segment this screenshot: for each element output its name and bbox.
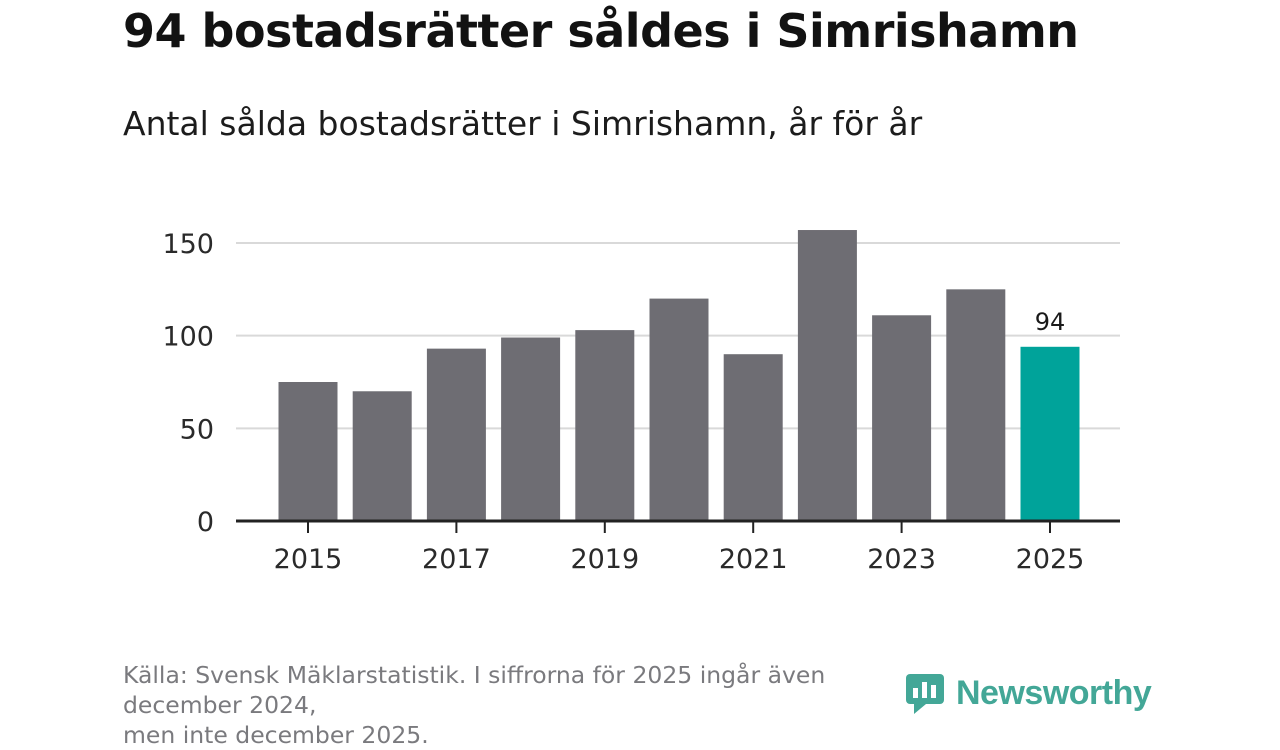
chart-title: 94 bostadsrätter såldes i Simrishamn: [123, 4, 1079, 58]
source-line-2: men inte december 2025.: [123, 721, 429, 749]
bars: [278, 230, 1080, 521]
axes: [236, 519, 1120, 533]
y-tick-label: 0: [197, 507, 214, 538]
source-line-1: Källa: Svensk Mäklarstatistik. I siffror…: [123, 661, 826, 719]
bar-2022: [797, 230, 857, 521]
labels: 0 50 100 150 94 2015 2017 2019 2021 2023 2025: [162, 229, 1084, 575]
x-tick-label: 2017: [422, 544, 491, 575]
y-tick-label: 100: [162, 322, 214, 353]
newsworthy-icon: [906, 674, 944, 714]
bar-2021: [723, 354, 783, 521]
x-tick-label: 2019: [570, 544, 639, 575]
bar-2016: [352, 391, 412, 521]
bar-chart: 0 50 100 150 94 2015 2017 2019 2021 2023 2025: [162, 229, 1120, 575]
y-tick-label: 150: [162, 229, 214, 260]
bar-2017: [426, 348, 486, 521]
newsworthy-logo: Newsworthy: [904, 670, 1152, 716]
bar-2019: [575, 330, 635, 521]
bar-2024: [946, 289, 1006, 521]
bar-2020: [649, 298, 709, 521]
bar-2023: [872, 315, 932, 521]
bar-2018: [501, 337, 561, 521]
data-label-2025: 94: [1035, 308, 1066, 336]
bar-2015: [278, 382, 338, 521]
source-note: Källa: Svensk Mäklarstatistik. I siffror…: [123, 660, 923, 750]
logo-text: Newsworthy: [956, 673, 1152, 712]
x-tick-label: 2025: [1016, 544, 1085, 575]
bar-2025: [1020, 346, 1080, 521]
y-tick-label: 50: [180, 414, 214, 445]
x-tick-label: 2023: [867, 544, 936, 575]
chart-subtitle: Antal sålda bostadsrätter i Simrishamn, …: [123, 104, 923, 143]
x-tick-label: 2015: [274, 544, 343, 575]
x-tick-label: 2021: [719, 544, 788, 575]
